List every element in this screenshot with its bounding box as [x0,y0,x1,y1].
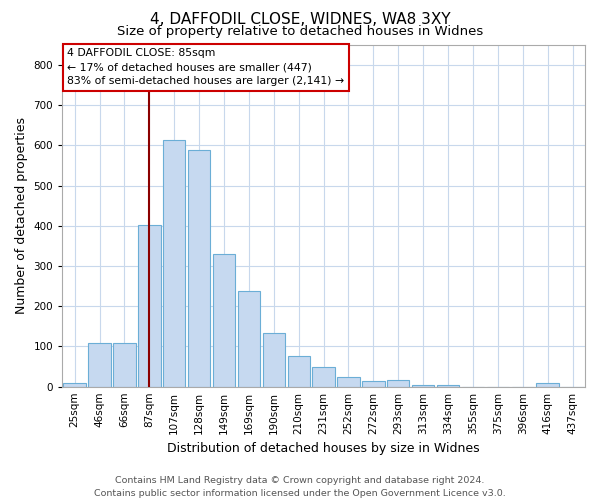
X-axis label: Distribution of detached houses by size in Widnes: Distribution of detached houses by size … [167,442,480,455]
Bar [536,384,559,386]
Bar [213,254,235,386]
Bar [337,376,360,386]
Text: Size of property relative to detached houses in Widnes: Size of property relative to detached ho… [117,25,483,38]
Text: 4, DAFFODIL CLOSE, WIDNES, WA8 3XY: 4, DAFFODIL CLOSE, WIDNES, WA8 3XY [149,12,451,28]
Text: 4 DAFFODIL CLOSE: 85sqm
← 17% of detached houses are smaller (447)
83% of semi-d: 4 DAFFODIL CLOSE: 85sqm ← 17% of detache… [67,48,344,86]
Bar [313,366,335,386]
Bar [263,333,285,386]
Bar [188,150,211,386]
Text: Contains HM Land Registry data © Crown copyright and database right 2024.
Contai: Contains HM Land Registry data © Crown c… [94,476,506,498]
Bar [412,384,434,386]
Bar [88,344,111,386]
Bar [287,356,310,386]
Bar [113,344,136,386]
Bar [387,380,409,386]
Bar [64,384,86,386]
Bar [437,384,459,386]
Bar [362,382,385,386]
Bar [238,292,260,386]
Y-axis label: Number of detached properties: Number of detached properties [15,118,28,314]
Bar [138,225,161,386]
Bar [163,140,185,386]
